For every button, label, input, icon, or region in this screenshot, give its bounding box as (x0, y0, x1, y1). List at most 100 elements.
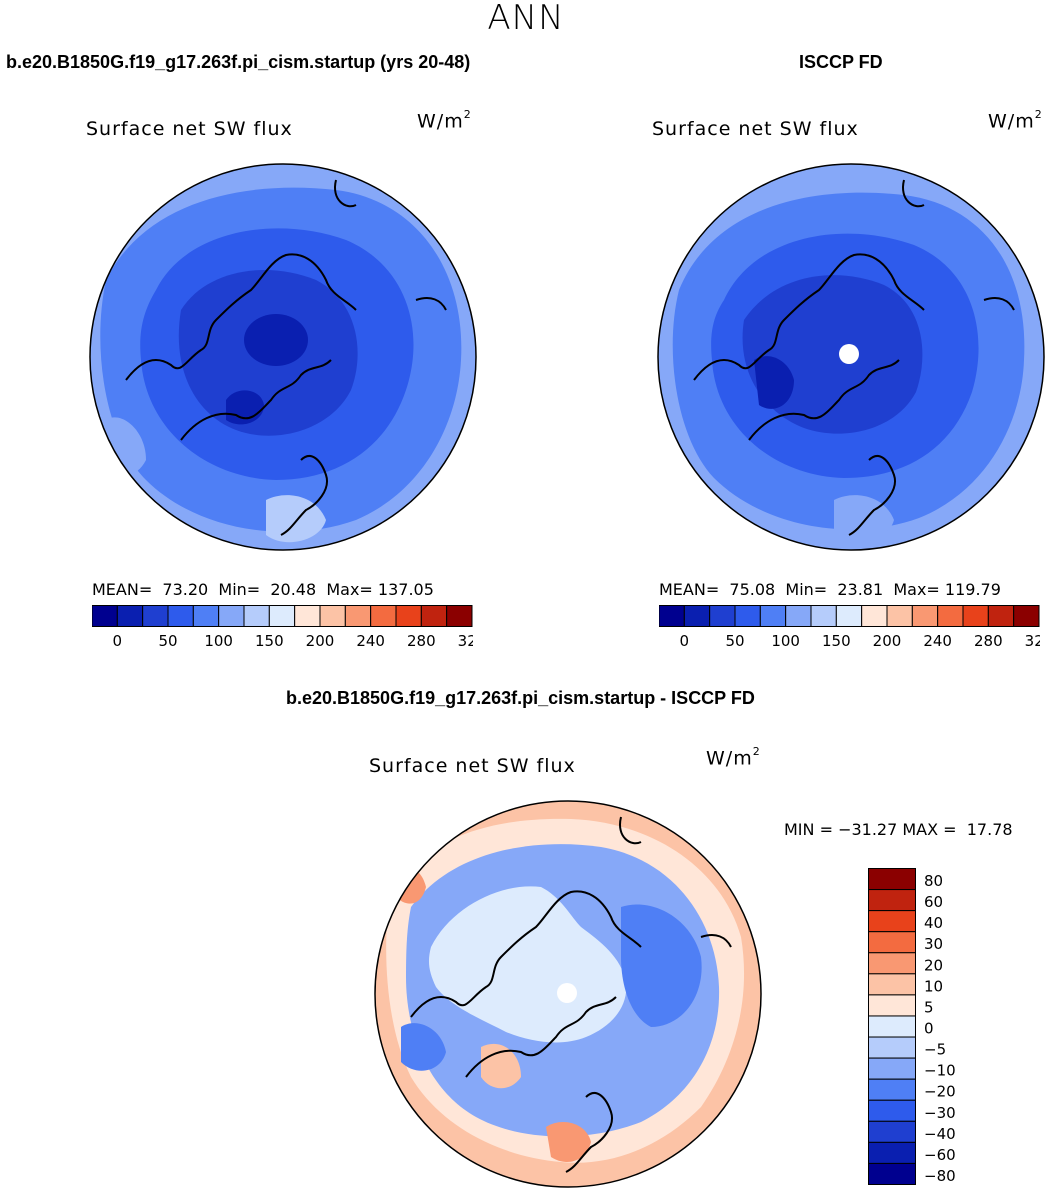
panel3-colorbar-tick-label: −30 (924, 1104, 956, 1122)
panel1-colorbar-box (268, 605, 296, 627)
panel1-coast-scandinavia (280, 455, 328, 536)
panel3-units-sup: 2 (752, 745, 761, 758)
panel2-colorbar-box (759, 605, 787, 627)
panel3-colorbar-boxes (868, 868, 916, 1185)
panel3-units: W/m2 (706, 745, 761, 770)
panel2-colorbar-tick-label: 200 (873, 632, 902, 650)
panel2-coast-north (693, 253, 925, 381)
panel1-colorbar-tick-label: 280 (407, 632, 436, 650)
panel3-coast-bering (619, 816, 642, 845)
panel3-region-europe (546, 1122, 591, 1162)
panel3-colorbar-tick-label: −5 (924, 1041, 946, 1059)
panel3-coast-east (700, 934, 732, 948)
panel3-colorbar-box (868, 1057, 916, 1080)
panel2-plot-title: Surface net SW flux (652, 118, 859, 140)
panel2-case-title: ISCCP FD (799, 52, 883, 72)
panel3-pole-missing (557, 983, 577, 1003)
panel2-coast-canada (748, 359, 900, 441)
panel1-coastlines (125, 179, 447, 536)
panel1-units-sup: 2 (463, 108, 472, 121)
panel3-polar-map (374, 800, 762, 1188)
panel3-map-fill (375, 801, 761, 1187)
panel3-colorbar-tick-label: 30 (924, 935, 943, 953)
panel1-polar-map (89, 163, 477, 551)
panel1-stats: MEAN= 73.20 Min= 20.48 Max= 137.05 (92, 580, 434, 599)
panel3-colorbar-tick-label: −80 (924, 1167, 956, 1185)
panel1-colorbar-box (395, 605, 422, 627)
panel3-colorbar-tick-label: 5 (924, 998, 934, 1016)
panel2-colorbar-tick-label: 0 (680, 632, 690, 650)
panel2-map-border (657, 163, 1045, 551)
panel1-colorbar-box (446, 605, 473, 627)
panel2-colorbar-tick-label: 320 (1025, 632, 1040, 650)
panel3-region-near-zero (428, 886, 627, 1043)
panel3-colorbar-box (868, 1099, 916, 1122)
panel3-colorbar-tick-label: 60 (924, 893, 943, 911)
panel1-coast-north (125, 253, 357, 381)
panel3-colorbar-box (868, 952, 916, 975)
panel2-units-text: W/m (988, 110, 1035, 133)
panel2-colorbar-tick-label: 240 (923, 632, 952, 650)
panel3-units-text: W/m (706, 747, 753, 770)
panel2-colorbar (659, 605, 1040, 627)
panel2-colorbar-tick-label: 150 (822, 632, 851, 650)
panel1-colorbar-box (344, 605, 372, 627)
panel2-colorbar-box (709, 605, 736, 627)
panel2-colorbar-box (861, 605, 888, 627)
panel2-units-sup: 2 (1034, 108, 1043, 121)
panel3-region-alaska (401, 1023, 446, 1071)
panel1-coast-bering (334, 179, 357, 208)
panel3-colorbar-tick-label: −20 (924, 1083, 956, 1101)
panel2-coast-east (983, 297, 1015, 311)
panel2-map-fill (658, 164, 1044, 550)
panel1-colorbar-box (92, 605, 118, 627)
panel3-colorbar-tick-labels: 80 60 40 30 20 10 5 0 −5 −10 −20 −30 −40 −60 −80 (924, 872, 956, 1185)
panel3-colorbar-box (868, 1141, 916, 1164)
panel2-colorbar-box (962, 605, 989, 627)
panel1-colorbar-box (116, 605, 144, 627)
panel3-colorbar-tick-label: 20 (924, 956, 943, 974)
panel2-colorbar-labels: 0 50 100 150 200 240 280 320 (680, 632, 1040, 650)
panel2-colorbar-box (734, 605, 761, 627)
panel1-colorbar-tick-label: 100 (204, 632, 233, 650)
panel1-plot-title: Surface net SW flux (86, 118, 293, 140)
panel2-coastlines (693, 179, 1015, 536)
panel2-colorbar-tick-label: 280 (974, 632, 1003, 650)
panel2-colorbar-tick-label: 50 (725, 632, 744, 650)
panel1-case-title: b.e20.B1850G.f19_g17.263f.pi_cism.startu… (6, 52, 471, 72)
panel3-colorbar-box (868, 889, 916, 912)
panel3-colorbar-tick-label: 0 (924, 1020, 934, 1038)
panel3-colorbar (868, 868, 916, 1185)
panel3-colorbar-tick-label: 80 (924, 872, 943, 890)
panel2-stats: MEAN= 75.08 Min= 23.81 Max= 119.79 (659, 580, 1001, 599)
panel3-colorbar-tick-label: 10 (924, 977, 943, 995)
panel3-colorbar-box (868, 868, 916, 891)
panel3-colorbar-tick-label: −60 (924, 1146, 956, 1164)
panel3-coast-scandinavia (565, 1092, 613, 1173)
panel2-colorbar-box (835, 605, 863, 627)
panel2-colorbar-box (810, 605, 837, 627)
panel3-plot-title: Surface net SW flux (369, 755, 576, 777)
panel3-colorbar-box (868, 973, 916, 996)
panel3-colorbar-box (868, 994, 916, 1017)
panel2-colorbar-box (1013, 605, 1040, 627)
panel3-colorbar-box (868, 1078, 916, 1101)
panel2-coast-bering (902, 179, 925, 208)
panel2-colorbar-tick-label: 100 (771, 632, 800, 650)
panel1-colorbar-box (319, 605, 346, 627)
panel3-map-border (374, 800, 762, 1188)
panel1-units-text: W/m (417, 110, 464, 133)
panel2-colorbar-tick-labels: 0 50 100 150 200 240 280 320 (680, 632, 1040, 650)
panel3-colorbar-box (868, 931, 916, 954)
panel2-colorbar-box (937, 605, 964, 627)
panel3-colorbar-box (868, 1036, 916, 1059)
panel2-coast-scandinavia (848, 455, 896, 536)
panel1-colorbar-tick-labels: 0 50 100 150 200 240 280 320 (113, 632, 473, 650)
panel3-colorbar-tick-label: −40 (924, 1125, 956, 1143)
panel2-polar-map (657, 163, 1045, 551)
panel1-colorbar-boxes (92, 605, 473, 627)
panel1-colorbar-box (142, 605, 169, 627)
panel1-units: W/m2 (417, 108, 472, 133)
panel3-coastlines (410, 816, 732, 1173)
panel2-colorbar-box (683, 605, 711, 627)
